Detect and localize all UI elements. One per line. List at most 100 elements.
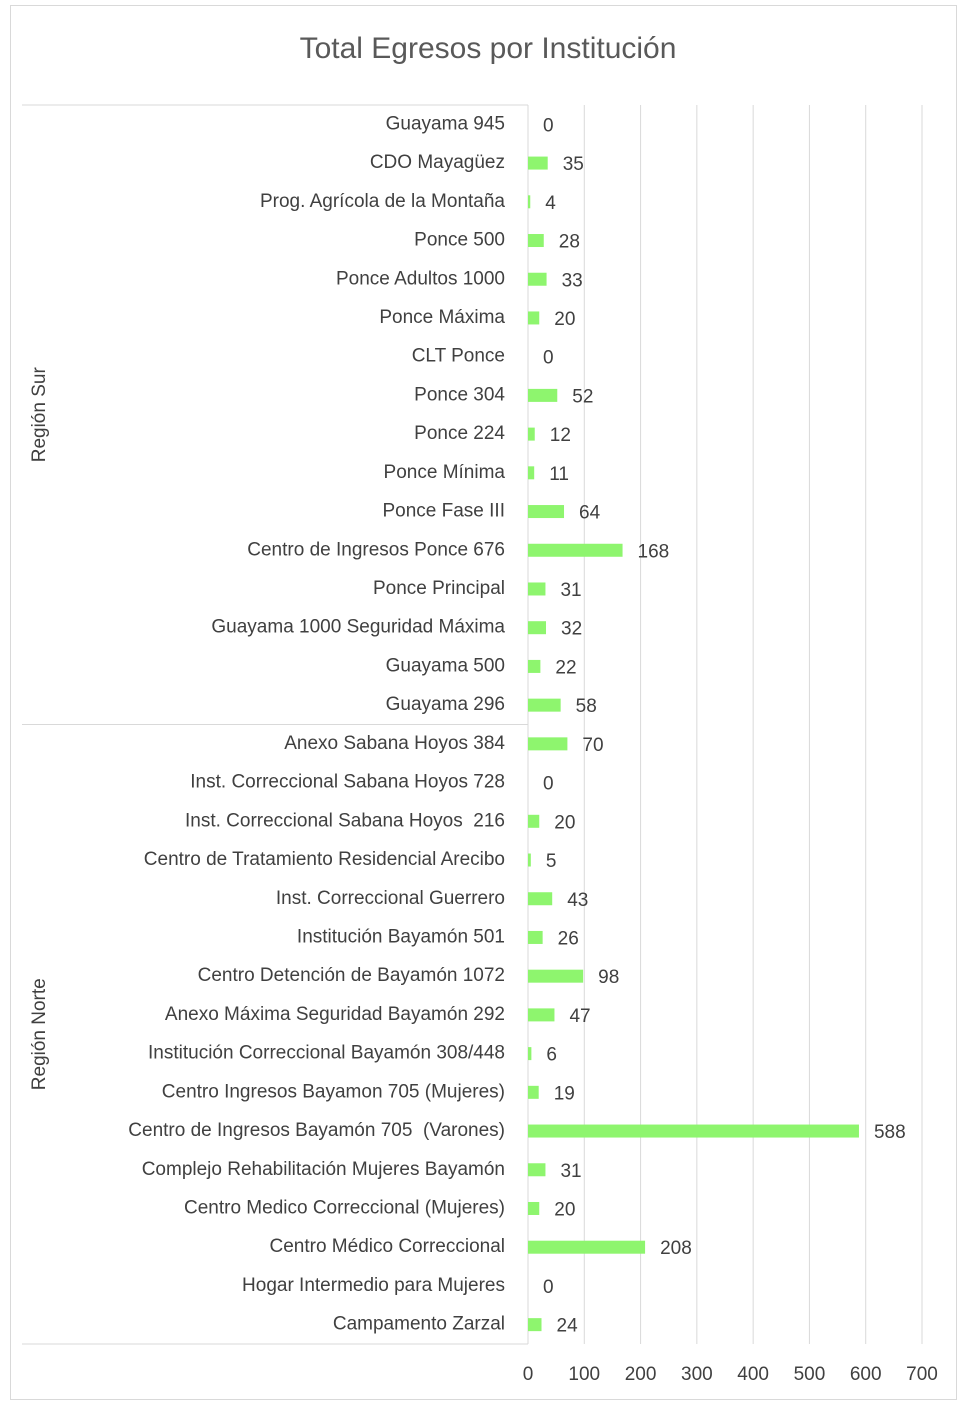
data-label: 31 — [560, 580, 581, 601]
y-tick-label: Inst. Correccional Guerrero — [276, 888, 505, 909]
bar — [528, 582, 546, 596]
y-tick-label: Ponce Adultos 1000 — [336, 268, 505, 289]
y-tick-label: Inst. Correccional Sabana Hoyos 728 — [190, 772, 505, 793]
bar — [528, 427, 535, 441]
data-label: 31 — [560, 1161, 581, 1182]
bar — [528, 698, 561, 712]
bar — [528, 195, 531, 209]
y-tick-label: Ponce Mínima — [384, 462, 506, 483]
chart-border — [10, 5, 957, 1400]
data-label: 0 — [543, 348, 554, 369]
y-tick-label: Anexo Máxima Seguridad Bayamón 292 — [165, 1004, 505, 1025]
data-label: 0 — [543, 1277, 554, 1298]
data-label: 0 — [543, 774, 554, 795]
group-label: Región Sur — [29, 367, 50, 463]
y-tick-label: Centro de Ingresos Ponce 676 — [247, 539, 505, 560]
data-label: 58 — [576, 696, 597, 717]
y-tick-label: Ponce Máxima — [379, 307, 505, 328]
y-tick-label: Anexo Sabana Hoyos 384 — [284, 733, 505, 754]
bar — [528, 659, 541, 673]
bar — [528, 388, 558, 402]
data-label: 12 — [550, 425, 571, 446]
bar — [528, 621, 547, 635]
y-tick-label: Prog. Agrícola de la Montaña — [260, 191, 505, 212]
y-tick-label: Centro Ingresos Bayamon 705 (Mujeres) — [162, 1081, 505, 1102]
y-tick-label: Guayama 296 — [386, 694, 505, 715]
x-tick-label: 200 — [625, 1364, 657, 1385]
data-label: 43 — [567, 890, 588, 911]
x-tick-label: 600 — [850, 1364, 882, 1385]
y-tick-label: Ponce 304 — [414, 384, 505, 405]
bar — [528, 892, 553, 906]
bar — [528, 466, 535, 480]
y-tick-label: CLT Ponce — [412, 346, 505, 367]
data-label: 35 — [563, 154, 584, 175]
y-tick-label: Complejo Rehabilitación Mujeres Bayamón — [142, 1159, 505, 1180]
data-label: 32 — [561, 619, 582, 640]
y-tick-label: Institución Correccional Bayamón 308/448 — [148, 1043, 505, 1064]
bar — [528, 1008, 555, 1022]
bar — [528, 272, 547, 286]
y-tick-label: Ponce 500 — [414, 230, 505, 251]
bar — [528, 234, 544, 248]
y-tick-label: Campamento Zarzal — [333, 1314, 505, 1335]
y-tick-label: Guayama 1000 Seguridad Máxima — [211, 617, 505, 638]
data-label: 33 — [562, 270, 583, 291]
bar — [528, 311, 540, 325]
data-label: 6 — [546, 1045, 557, 1066]
y-tick-label: Ponce Principal — [373, 578, 505, 599]
data-label: 588 — [874, 1122, 906, 1143]
bar — [528, 853, 531, 867]
data-label: 70 — [582, 735, 603, 756]
data-label: 19 — [554, 1083, 575, 1104]
data-label: 168 — [638, 541, 670, 562]
data-label: 5 — [546, 851, 557, 872]
data-label: 4 — [545, 193, 556, 214]
data-label: 22 — [555, 657, 576, 678]
data-label: 11 — [549, 464, 569, 485]
bar — [528, 156, 548, 170]
data-label: 98 — [598, 967, 619, 988]
bar — [528, 737, 568, 751]
bar — [528, 969, 584, 983]
x-tick-label: 0 — [523, 1364, 534, 1385]
bar — [528, 1124, 859, 1138]
group-label: Región Norte — [29, 978, 50, 1090]
bar — [528, 1201, 540, 1215]
x-tick-label: 100 — [568, 1364, 600, 1385]
y-tick-label: Ponce 224 — [414, 423, 505, 444]
x-tick-label: 500 — [794, 1364, 826, 1385]
bar — [528, 1085, 539, 1099]
y-tick-label: Guayama 500 — [386, 655, 505, 676]
bar — [528, 1240, 646, 1254]
x-tick-label: 400 — [737, 1364, 769, 1385]
data-label: 26 — [558, 928, 579, 949]
y-tick-label: Centro Medico Correccional (Mujeres) — [184, 1198, 505, 1219]
bar — [528, 543, 623, 557]
data-label: 64 — [579, 503, 601, 524]
y-tick-label: Centro Médico Correccional — [270, 1236, 506, 1257]
bar — [528, 1047, 532, 1061]
y-tick-label: Inst. Correccional Sabana Hoyos 216 — [185, 810, 505, 831]
y-tick-label: CDO Mayagüez — [370, 152, 505, 173]
y-tick-label: Centro Detención de Bayamón 1072 — [198, 965, 505, 986]
y-tick-label: Centro de Tratamiento Residencial Arecib… — [144, 849, 505, 870]
x-tick-label: 700 — [906, 1364, 938, 1385]
bar — [528, 505, 565, 519]
bar — [528, 814, 540, 828]
data-label: 0 — [543, 115, 554, 136]
data-label: 20 — [554, 309, 575, 330]
y-tick-label: Ponce Fase III — [382, 501, 505, 522]
data-label: 28 — [559, 232, 580, 253]
bar — [528, 930, 543, 944]
bar — [528, 1318, 542, 1332]
y-tick-label: Institución Bayamón 501 — [297, 926, 505, 947]
data-label: 52 — [572, 386, 593, 407]
x-tick-label: 300 — [681, 1364, 713, 1385]
chart-title: Total Egresos por Institución — [300, 32, 677, 65]
data-label: 47 — [569, 1006, 590, 1027]
y-tick-label: Hogar Intermedio para Mujeres — [242, 1275, 505, 1296]
y-tick-label: Centro de Ingresos Bayamón 705 (Varones) — [128, 1120, 505, 1141]
data-label: 20 — [554, 1200, 575, 1221]
